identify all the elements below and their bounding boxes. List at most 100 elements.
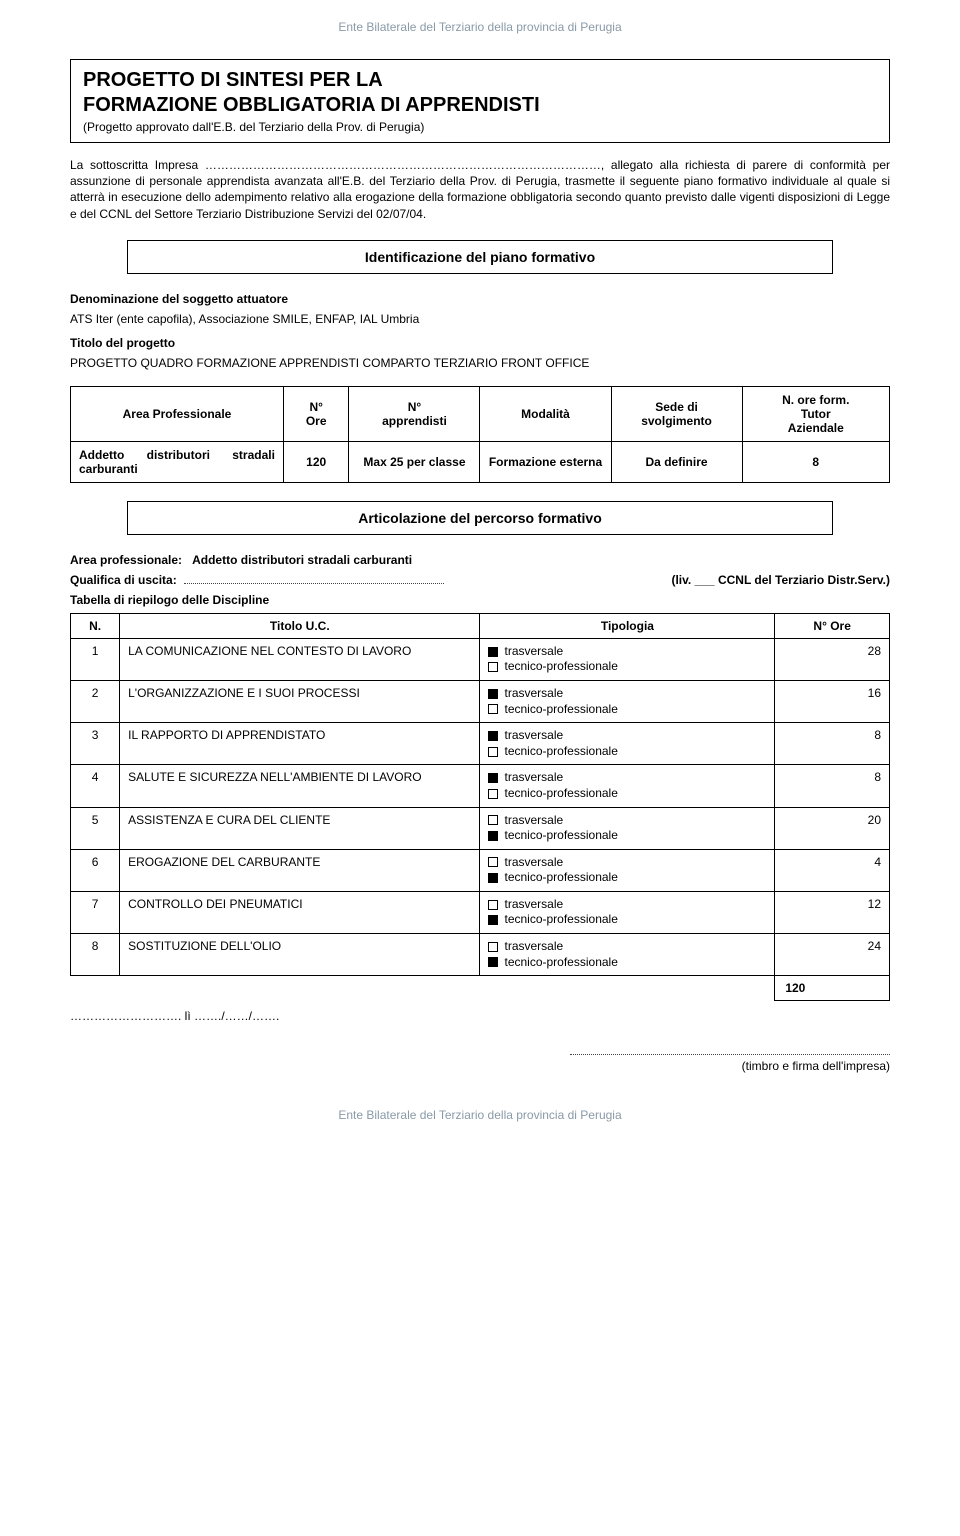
checkbox-icon — [488, 942, 498, 952]
tip-tecnico: tecnico-professionale — [504, 828, 617, 844]
denominazione-label: Denominazione del soggetto attuatore — [70, 292, 890, 306]
disc-n: 6 — [71, 849, 120, 891]
disc-row: 5ASSISTENZA E CURA DEL CLIENTEtrasversal… — [71, 807, 890, 849]
checkbox-icon — [488, 815, 498, 825]
area-table-data-row: Addetto distributori stradali carburanti… — [71, 441, 890, 482]
td-sede: Da definire — [611, 441, 742, 482]
disc-tipologia: trasversaletecnico-professionale — [480, 723, 775, 765]
disc-row: 6EROGAZIONE DEL CARBURANTEtrasversaletec… — [71, 849, 890, 891]
title-line1: PROGETTO DI SINTESI PER LA — [83, 68, 877, 93]
disc-n: 4 — [71, 765, 120, 807]
signature-area: (timbro e firma dell'impresa) — [70, 1043, 890, 1073]
tip-trasversale: trasversale — [504, 728, 563, 744]
qualifica-label: Qualifica di uscita: — [70, 573, 177, 587]
disc-title: IL RAPPORTO DI APPRENDISTATO — [120, 723, 480, 765]
disc-tipologia: trasversaletecnico-professionale — [480, 891, 775, 933]
disc-n: 1 — [71, 638, 120, 680]
qualifica-right: (liv. ___ CCNL del Terziario Distr.Serv.… — [671, 573, 890, 587]
signature-label: (timbro e firma dell'impresa) — [70, 1059, 890, 1073]
area-prof-label: Area professionale: — [70, 553, 182, 567]
checkbox-icon — [488, 662, 498, 672]
disc-tipologia: trasversaletecnico-professionale — [480, 849, 775, 891]
signature-line — [570, 1043, 890, 1055]
disc-row: 7CONTROLLO DEI PNEUMATICItrasversaletecn… — [71, 891, 890, 933]
qualifica-blank — [184, 573, 444, 584]
disc-ore: 8 — [775, 723, 890, 765]
disc-n: 2 — [71, 680, 120, 722]
disc-title: CONTROLLO DEI PNEUMATICI — [120, 891, 480, 933]
intro-paragraph: La sottoscritta Impresa …………………………………………… — [70, 157, 890, 222]
disc-ore: 8 — [775, 765, 890, 807]
checkbox-icon — [488, 900, 498, 910]
checkbox-icon — [488, 747, 498, 757]
disc-n: 5 — [71, 807, 120, 849]
tip-tecnico: tecnico-professionale — [504, 912, 617, 928]
disc-row: 4SALUTE E SICUREZZA NELL'AMBIENTE DI LAV… — [71, 765, 890, 807]
place-date: ………………………. lì ……./……/……. — [70, 1009, 890, 1023]
disc-row: 8SOSTITUZIONE DELL'OLIOtrasversaletecnic… — [71, 934, 890, 976]
td-ore: 120 — [283, 441, 349, 482]
checkbox-icon — [488, 857, 498, 867]
disc-ore: 4 — [775, 849, 890, 891]
disc-ore: 20 — [775, 807, 890, 849]
disc-total-row: 120 — [71, 976, 890, 1001]
th-tipologia: Tipologia — [480, 613, 775, 638]
section-identificazione: Identificazione del piano formativo — [127, 240, 832, 274]
checkbox-icon — [488, 689, 498, 699]
disc-tipologia: trasversaletecnico-professionale — [480, 638, 775, 680]
disc-title: ASSISTENZA E CURA DEL CLIENTE — [120, 807, 480, 849]
disc-tipologia: trasversaletecnico-professionale — [480, 934, 775, 976]
disc-title: LA COMUNICAZIONE NEL CONTESTO DI LAVORO — [120, 638, 480, 680]
page-header: Ente Bilaterale del Terziario della prov… — [70, 20, 890, 34]
checkbox-icon — [488, 789, 498, 799]
disc-row: 1LA COMUNICAZIONE NEL CONTESTO DI LAVORO… — [71, 638, 890, 680]
checkbox-icon — [488, 957, 498, 967]
checkbox-icon — [488, 731, 498, 741]
th-area: Area Professionale — [71, 386, 284, 441]
qualifica-line: Qualifica di uscita: (liv. ___ CCNL del … — [70, 573, 890, 587]
checkbox-icon — [488, 773, 498, 783]
tip-trasversale: trasversale — [504, 939, 563, 955]
area-prof-value: Addetto distributori stradali carburanti — [192, 553, 412, 567]
th-ore: N° Ore — [283, 386, 349, 441]
discipline-table: N. Titolo U.C. Tipologia N° Ore 1LA COMU… — [70, 613, 890, 1002]
disc-tipologia: trasversaletecnico-professionale — [480, 807, 775, 849]
title-sub: (Progetto approvato dall'E.B. del Terzia… — [83, 120, 877, 134]
disc-tipologia: trasversaletecnico-professionale — [480, 765, 775, 807]
tip-trasversale: trasversale — [504, 686, 563, 702]
th-titolo-uc: Titolo U.C. — [120, 613, 480, 638]
title-line2: FORMAZIONE OBBLIGATORIA DI APPRENDISTI — [83, 93, 877, 118]
tip-trasversale: trasversale — [504, 855, 563, 871]
th-appr: N° apprendisti — [349, 386, 480, 441]
disc-row: 3IL RAPPORTO DI APPRENDISTATOtrasversale… — [71, 723, 890, 765]
section-articolazione: Articolazione del percorso formativo — [127, 501, 832, 535]
page-footer: Ente Bilaterale del Terziario della prov… — [70, 1108, 890, 1122]
denominazione-value: ATS Iter (ente capofila), Associazione S… — [70, 312, 890, 326]
tip-tecnico: tecnico-professionale — [504, 786, 617, 802]
checkbox-icon — [488, 647, 498, 657]
tip-trasversale: trasversale — [504, 813, 563, 829]
disc-n: 7 — [71, 891, 120, 933]
tip-tecnico: tecnico-professionale — [504, 955, 617, 971]
disc-title: L'ORGANIZZAZIONE E I SUOI PROCESSI — [120, 680, 480, 722]
titolo-progetto-label: Titolo del progetto — [70, 336, 890, 350]
disc-title: SOSTITUZIONE DELL'OLIO — [120, 934, 480, 976]
tip-trasversale: trasversale — [504, 897, 563, 913]
tip-tecnico: tecnico-professionale — [504, 702, 617, 718]
disc-header-row: N. Titolo U.C. Tipologia N° Ore — [71, 613, 890, 638]
disc-n: 3 — [71, 723, 120, 765]
th-n-ore: N° Ore — [775, 613, 890, 638]
checkbox-icon — [488, 831, 498, 841]
th-mod: Modalità — [480, 386, 611, 441]
tabella-riepilogo-label: Tabella di riepilogo delle Discipline — [70, 593, 890, 607]
tip-trasversale: trasversale — [504, 770, 563, 786]
disc-ore: 28 — [775, 638, 890, 680]
area-professionale-line: Area professionale: Addetto distributori… — [70, 553, 890, 567]
disc-row: 2L'ORGANIZZAZIONE E I SUOI PROCESSI trasv… — [71, 680, 890, 722]
disc-total: 120 — [775, 976, 890, 1001]
td-appr: Max 25 per classe — [349, 441, 480, 482]
tip-trasversale: trasversale — [504, 644, 563, 660]
checkbox-icon — [488, 873, 498, 883]
area-table: Area Professionale N° Ore N° apprendisti… — [70, 386, 890, 483]
td-tutor: 8 — [742, 441, 889, 482]
